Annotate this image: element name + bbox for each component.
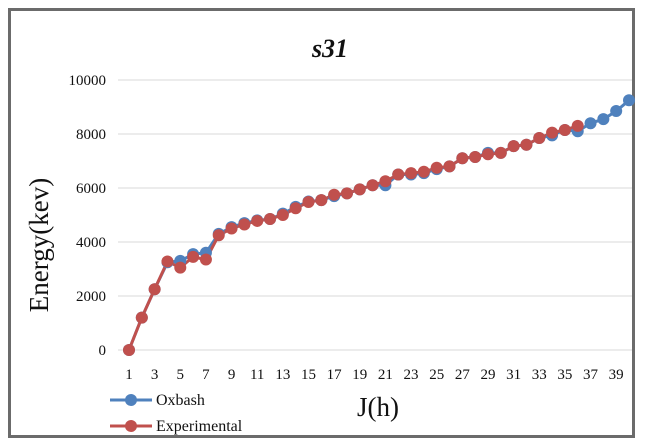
data-point-experimental: [148, 283, 161, 296]
data-point-experimental: [174, 261, 187, 274]
data-point-oxbash: [597, 113, 610, 126]
x-tick-label: 29: [480, 367, 495, 383]
data-point-experimental: [238, 218, 251, 231]
x-tick-label: 39: [609, 367, 624, 383]
x-tick-label: 9: [228, 367, 236, 383]
legend-marker-experimental: [125, 420, 137, 432]
x-tick-label: 5: [177, 367, 185, 383]
data-point-experimental: [199, 253, 212, 266]
data-point-experimental: [533, 132, 546, 145]
x-axis-label: J(h): [357, 392, 399, 422]
x-tick-label: 33: [532, 367, 547, 383]
data-point-experimental: [546, 126, 559, 139]
data-point-experimental: [558, 123, 571, 136]
x-tick-label: 7: [202, 367, 210, 383]
x-tick-label: 27: [455, 367, 471, 383]
data-point-oxbash: [584, 117, 597, 130]
data-point-experimental: [494, 146, 507, 159]
data-point-experimental: [135, 311, 148, 324]
series-points: [123, 94, 635, 356]
data-point-experimental: [264, 213, 277, 226]
data-point-experimental: [405, 167, 418, 180]
data-point-experimental: [430, 161, 443, 174]
y-tick-label: 4000: [76, 235, 106, 251]
data-point-experimental: [571, 119, 584, 132]
y-axis-label: Energy(kev): [24, 178, 54, 312]
data-point-experimental: [392, 168, 405, 181]
x-tick-label: 25: [429, 367, 444, 383]
legend-label-oxbash: Oxbash: [156, 392, 205, 409]
y-tick-label: 0: [99, 343, 107, 359]
data-point-experimental: [251, 214, 264, 227]
x-tick-label: 13: [275, 367, 290, 383]
data-point-experimental: [456, 152, 469, 165]
chart-title: s31: [311, 34, 348, 63]
data-point-experimental: [212, 229, 225, 242]
y-tick-label: 6000: [76, 181, 106, 197]
legend-label-experimental: Experimental: [156, 418, 243, 435]
x-tick-label: 35: [557, 367, 572, 383]
x-tick-label: 37: [583, 367, 599, 383]
x-tick-label: 23: [404, 367, 419, 383]
y-tick-label: 2000: [76, 289, 106, 305]
data-point-experimental: [366, 179, 379, 192]
x-tick-label: 17: [327, 367, 343, 383]
x-tick-label: 31: [506, 367, 521, 383]
data-point-experimental: [340, 187, 353, 200]
x-tick-label: 21: [378, 367, 393, 383]
data-point-experimental: [225, 222, 238, 235]
data-point-experimental: [187, 250, 200, 263]
x-tick-label: 19: [352, 367, 367, 383]
x-tick-label: 11: [250, 367, 264, 383]
data-point-experimental: [520, 138, 533, 151]
legend-marker-oxbash: [125, 394, 137, 406]
data-point-experimental: [379, 175, 392, 188]
series-line-experimental: [127, 124, 579, 351]
data-point-experimental: [123, 344, 135, 356]
data-point-experimental: [315, 194, 328, 207]
x-tick-label: 1: [125, 367, 133, 383]
data-point-experimental: [276, 209, 289, 221]
data-point-experimental: [469, 150, 482, 163]
x-tick-labels: 1 3 5 7 9 11 13 15 17 19 21 23 25 27 29 31 33 35 37 39: [125, 367, 623, 383]
data-point-experimental: [302, 196, 315, 209]
x-tick-label: 15: [301, 367, 316, 383]
gridlines: [118, 79, 632, 297]
data-point-oxbash: [610, 105, 623, 118]
data-point-experimental: [507, 140, 520, 153]
data-point-experimental: [417, 165, 430, 178]
data-point-experimental: [481, 148, 494, 161]
data-point-oxbash: [623, 94, 635, 107]
data-point-experimental: [161, 255, 174, 268]
y-tick-labels: 0 2000 4000 6000 8000 10000: [69, 73, 107, 359]
data-point-experimental: [289, 202, 302, 215]
legend: Oxbash Experimental: [110, 392, 243, 435]
data-point-experimental: [353, 183, 366, 196]
data-point-experimental: [443, 160, 456, 173]
data-point-experimental: [328, 188, 341, 201]
y-tick-label: 10000: [69, 73, 107, 89]
x-tick-label: 3: [151, 367, 159, 383]
y-tick-label: 8000: [76, 127, 106, 143]
